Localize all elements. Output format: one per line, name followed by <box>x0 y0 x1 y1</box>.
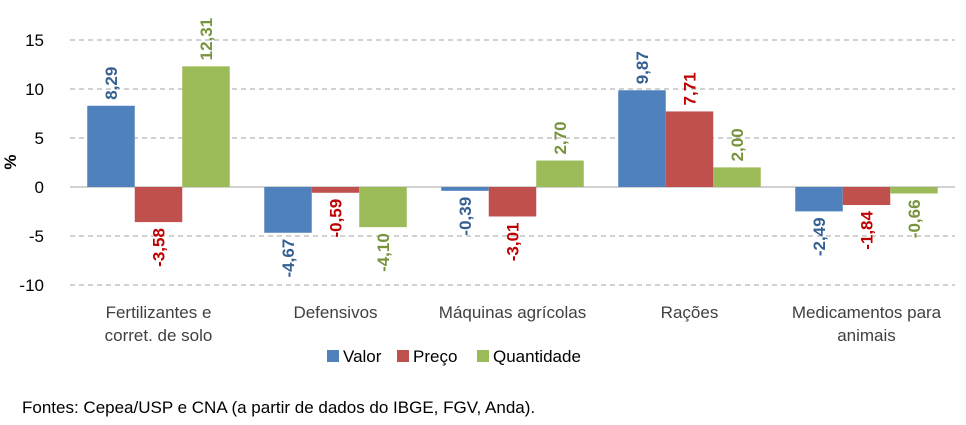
legend-swatch-valor <box>327 350 339 362</box>
data-label: 2,70 <box>551 121 570 154</box>
data-label: -0,66 <box>905 199 924 238</box>
bar-preço <box>134 187 183 223</box>
y-tick-label: 10 <box>25 80 44 99</box>
data-label: 12,31 <box>197 18 216 61</box>
legend-label: Quantidade <box>493 347 581 366</box>
legend-swatch-preço <box>397 350 409 362</box>
y-tick-label: 0 <box>35 178 44 197</box>
data-label: -4,10 <box>374 233 393 272</box>
y-axis-label: % <box>1 154 20 169</box>
data-label: 8,29 <box>102 67 121 100</box>
bar-preço <box>842 187 891 206</box>
legend-label: Preço <box>413 347 457 366</box>
x-tick-label: Rações <box>661 303 719 322</box>
x-tick-label: Medicamentos para <box>792 303 942 322</box>
data-label: -4,67 <box>279 239 298 278</box>
bar-valor <box>264 187 312 233</box>
y-tick-label: -10 <box>19 276 44 295</box>
x-tick-label: Fertilizantes e <box>106 303 212 322</box>
data-label: -0,59 <box>327 199 346 238</box>
data-label: -0,39 <box>456 197 475 236</box>
x-tick-label: animais <box>837 326 896 345</box>
bar-quantidade <box>359 187 407 228</box>
data-label: -2,49 <box>810 217 829 256</box>
bar-quantidade <box>536 160 584 187</box>
bar-preço <box>665 111 714 187</box>
bar-valor <box>441 187 489 191</box>
y-tick-label: 5 <box>35 129 44 148</box>
x-tick-label: Máquinas agrícolas <box>439 303 586 322</box>
data-label: -3,58 <box>150 228 169 267</box>
bar-preço <box>311 187 360 193</box>
data-label: 7,71 <box>681 72 700 105</box>
bar-valor <box>618 90 666 187</box>
legend-label: Valor <box>343 347 382 366</box>
bar-quantidade <box>182 66 230 187</box>
bar-valor <box>87 105 135 187</box>
bar-quantidade <box>713 167 761 187</box>
bar-preço <box>488 187 537 217</box>
x-tick-label: corret. de solo <box>105 326 213 345</box>
source-note: Fontes: Cepea/USP e CNA (a partir de dad… <box>22 398 536 417</box>
legend-swatch-quantidade <box>477 350 489 362</box>
data-label: 9,87 <box>633 51 652 84</box>
data-label: 2,00 <box>728 128 747 161</box>
data-label: -3,01 <box>504 222 523 261</box>
bar-valor <box>795 187 843 212</box>
x-tick-label: Defensivos <box>293 303 377 322</box>
y-tick-label: 15 <box>25 31 44 50</box>
bar-quantidade <box>890 187 938 194</box>
y-tick-label: -5 <box>29 227 44 246</box>
data-label: -1,84 <box>858 210 877 249</box>
